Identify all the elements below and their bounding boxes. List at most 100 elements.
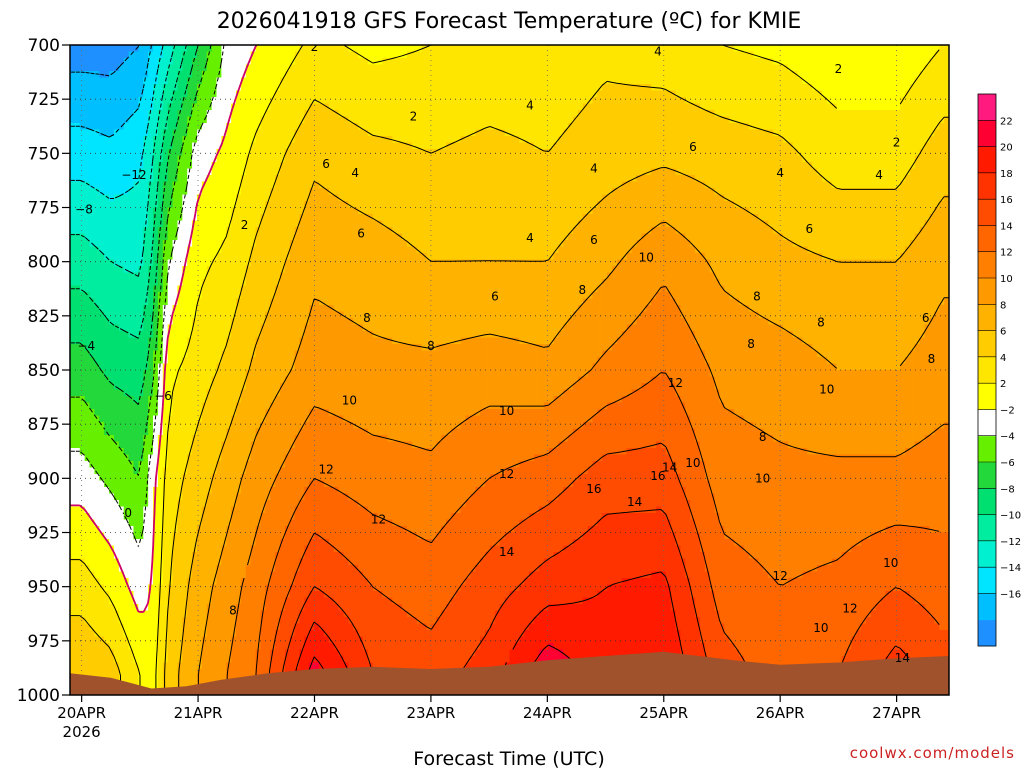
temperature-cell — [553, 58, 559, 66]
temperature-cell — [338, 142, 345, 150]
temperature-cell — [397, 207, 403, 215]
temperature-cell — [460, 155, 467, 163]
temperature-cell — [382, 162, 389, 170]
temperature-cell — [338, 136, 345, 144]
temperature-cell — [455, 116, 462, 124]
temperature-cell — [646, 123, 652, 131]
temperature-cell — [836, 110, 843, 118]
temperature-cell — [143, 129, 149, 137]
temperature-cell — [187, 45, 193, 53]
temperature-cell — [89, 181, 96, 189]
temperature-cell — [651, 116, 657, 124]
temperature-cell — [905, 90, 911, 98]
temperature-cell — [446, 194, 452, 202]
temperature-cell — [128, 181, 135, 189]
temperature-cell — [856, 58, 862, 66]
temperature-cell — [294, 188, 301, 196]
temperature-cell — [353, 201, 359, 209]
temperature-cell — [470, 142, 476, 150]
temperature-cell — [836, 51, 843, 59]
temperature-cell — [206, 162, 213, 170]
temperature-cell — [343, 142, 349, 150]
temperature-cell — [582, 123, 589, 131]
temperature-cell — [548, 149, 555, 157]
temperature-cell — [157, 45, 164, 53]
temperature-cell — [104, 64, 110, 72]
temperature-cell — [856, 194, 862, 202]
temperature-cell — [367, 175, 374, 183]
temperature-cell — [455, 64, 462, 72]
temperature-cell — [353, 64, 359, 72]
temperature-cell — [900, 123, 906, 131]
temperature-cell — [460, 168, 467, 176]
temperature-cell — [890, 175, 896, 183]
temperature-cell — [367, 220, 374, 228]
temperature-cell — [675, 142, 682, 150]
temperature-cell — [636, 175, 642, 183]
temperature-cell — [236, 97, 242, 105]
temperature-cell — [187, 175, 193, 183]
temperature-cell — [289, 103, 296, 111]
temperature-cell — [846, 201, 852, 209]
temperature-cell — [734, 123, 740, 131]
temperature-cell — [709, 188, 716, 196]
temperature-cell — [880, 155, 887, 163]
temperature-cell — [460, 97, 467, 105]
temperature-cell — [841, 84, 848, 92]
temperature-cell — [836, 201, 843, 209]
temperature-cell — [861, 64, 867, 72]
temperature-cell — [353, 129, 359, 137]
temperature-cell — [167, 90, 174, 98]
temperature-cell — [602, 84, 608, 92]
temperature-cell — [411, 168, 418, 176]
temperature-cell — [602, 136, 608, 144]
temperature-cell — [553, 142, 559, 150]
temperature-cell — [260, 71, 266, 79]
temperature-cell — [397, 149, 403, 157]
temperature-cell — [372, 103, 379, 111]
temperature-cell — [568, 45, 574, 53]
temperature-cell — [382, 71, 389, 79]
temperature-cell — [739, 123, 745, 131]
temperature-cell — [714, 90, 721, 98]
temperature-cell — [260, 201, 266, 209]
temperature-cell — [450, 45, 457, 53]
temperature-cell — [363, 155, 369, 163]
temperature-cell — [206, 188, 213, 196]
temperature-cell — [470, 84, 476, 92]
temperature-cell — [670, 84, 677, 92]
temperature-cell — [753, 181, 760, 189]
temperature-cell — [695, 51, 701, 59]
temperature-cell — [494, 58, 501, 66]
temperature-cell — [758, 103, 765, 111]
temperature-cell — [377, 188, 384, 196]
temperature-cell — [685, 77, 691, 85]
temperature-cell — [831, 58, 838, 66]
temperature-cell — [94, 142, 100, 150]
temperature-cell — [612, 194, 618, 202]
temperature-cell — [348, 51, 354, 59]
temperature-cell — [914, 162, 921, 170]
temperature-cell — [719, 123, 725, 131]
temperature-cell — [89, 155, 96, 163]
temperature-cell — [328, 142, 335, 150]
temperature-cell — [582, 142, 589, 150]
temperature-cell — [162, 71, 169, 79]
temperature-cell — [201, 188, 208, 196]
temperature-cell — [543, 162, 550, 170]
temperature-cell — [616, 201, 623, 209]
temperature-cell — [196, 51, 203, 59]
temperature-cell — [699, 51, 706, 59]
temperature-cell — [450, 201, 457, 209]
temperature-cell — [875, 155, 882, 163]
temperature-cell — [289, 142, 296, 150]
temperature-cell — [944, 77, 949, 85]
temperature-cell — [216, 84, 222, 92]
temperature-cell — [289, 110, 296, 118]
temperature-cell — [572, 110, 579, 118]
temperature-cell — [929, 45, 935, 53]
temperature-cell — [680, 84, 686, 92]
temperature-cell — [494, 188, 501, 196]
temperature-cell — [74, 77, 81, 85]
temperature-cell — [636, 45, 642, 53]
